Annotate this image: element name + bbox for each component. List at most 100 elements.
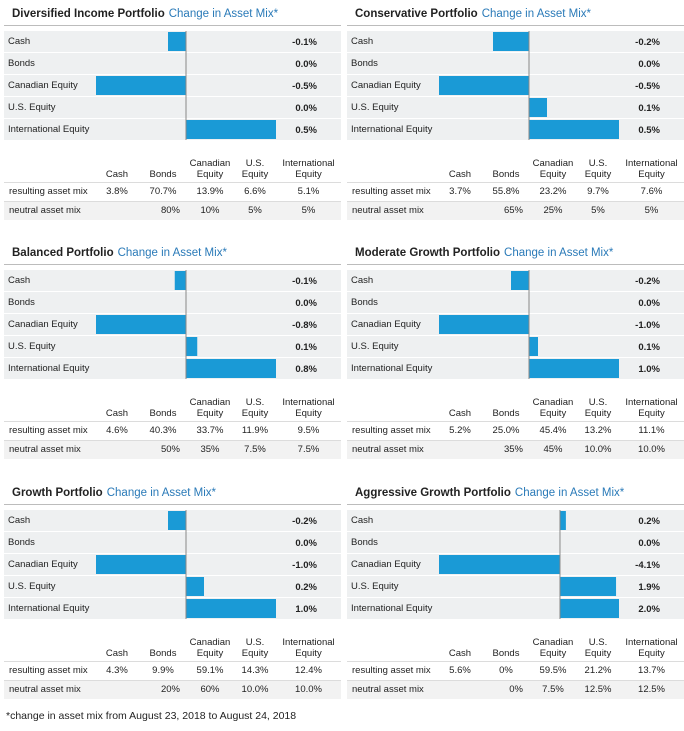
column-header: U.S. Equity — [584, 396, 612, 419]
table-cell: 13.2% — [577, 420, 619, 440]
bar-u-s-equity — [529, 337, 538, 356]
bar-canadian-equity — [439, 76, 529, 95]
table-cell: 12.5% — [577, 679, 619, 699]
chart-title: Moderate Growth Portfolio — [355, 247, 501, 259]
asset-mix-table: Cash Bonds Canadian Equity U.S. Equity Interna… — [4, 395, 341, 459]
category-label: Canadian Equity — [351, 319, 421, 330]
table-cell: 3.8% — [94, 181, 140, 201]
table-cell: 59.1% — [186, 660, 234, 680]
column-header: International Equity — [625, 396, 678, 419]
table-row: resulting asset mix 4.6% 40.3% 33.7% 11.9% 9.… — [4, 420, 341, 440]
bar-international-equity — [529, 120, 619, 139]
row-label: resulting asset mix — [4, 420, 94, 440]
chart-subtitle: Change in Asset Mix* — [106, 487, 217, 499]
category-row-bg — [4, 532, 341, 553]
value-label: -0.2% — [635, 276, 660, 287]
value-label: -0.1% — [292, 276, 317, 287]
table-cell: 9.5% — [276, 420, 341, 440]
category-label: International Equity — [8, 124, 90, 135]
bar-cash — [168, 511, 186, 530]
column-header: Cash — [105, 407, 129, 419]
value-label: 0.1% — [638, 103, 660, 114]
table-cell: 4.3% — [94, 660, 140, 680]
value-label: -1.0% — [635, 320, 660, 331]
category-label: Cash — [8, 275, 30, 286]
bar-chart: Cash -0.2% Bonds 0.0% Canadian Equity -1.0% U.… — [4, 510, 341, 619]
table-cell: 40.3% — [140, 420, 186, 440]
panel-aggressive-growth-portfolio: Aggressive Growth Portfolio Change in Ass… — [347, 483, 684, 704]
table-cell: 5% — [234, 200, 276, 220]
value-label: 0.0% — [295, 103, 317, 114]
panel-growth-portfolio: Growth Portfolio Change in Asset Mix* Cash… — [4, 483, 341, 704]
row-label: resulting asset mix — [4, 181, 94, 201]
column-header: Cash — [448, 407, 472, 419]
column-header: International Equity — [625, 636, 678, 659]
row-label: neutral asset mix — [4, 679, 94, 699]
footnote: *change in asset mix from August 23, 201… — [6, 710, 297, 722]
value-label: 0.0% — [295, 59, 317, 70]
value-label: -0.2% — [292, 516, 317, 527]
bar-chart: Cash -0.2% Bonds 0.0% Canadian Equity -0.5% U.… — [347, 31, 684, 140]
table-cell: 35% — [437, 439, 529, 459]
table-cell: 0% — [483, 660, 529, 680]
bar-international-equity — [529, 359, 619, 378]
column-header: Cash — [448, 168, 472, 180]
chart-title: Growth Portfolio — [12, 487, 103, 499]
column-header: Cash — [105, 647, 129, 659]
bar-canadian-equity — [439, 555, 560, 574]
value-label: 0.1% — [638, 342, 660, 353]
category-row-bg — [347, 292, 684, 313]
row-label: neutral asset mix — [347, 439, 437, 459]
bar-international-equity — [186, 359, 276, 378]
category-label: International Equity — [8, 603, 90, 614]
category-row-bg — [4, 336, 341, 357]
category-row-bg — [4, 53, 341, 74]
panel-title: Diversified Income Portfolio Change in As… — [4, 4, 341, 26]
category-row-bg — [4, 576, 341, 597]
category-label: Canadian Equity — [351, 80, 421, 91]
table-cell: 5% — [577, 200, 619, 220]
table-row: resulting asset mix 3.8% 70.7% 13.9% 6.6% 5.1… — [4, 181, 341, 201]
value-label: 0.1% — [295, 342, 317, 353]
bar-cash — [174, 271, 186, 290]
category-row-bg — [4, 292, 341, 313]
category-label: International Equity — [351, 124, 433, 135]
column-header — [4, 156, 94, 182]
panel-balanced-portfolio: Balanced Portfolio Change in Asset Mix* Ca… — [4, 243, 341, 464]
table-cell: 65% — [437, 200, 529, 220]
table-cell: 5% — [619, 200, 684, 220]
value-label: 0.5% — [638, 125, 660, 136]
column-header — [347, 395, 437, 421]
column-header: U.S. Equity — [241, 157, 269, 180]
table-cell: 5.6% — [437, 660, 483, 680]
asset-mix-table: Cash Bonds Canadian Equity U.S. Equity Interna… — [347, 395, 684, 459]
value-label: -0.1% — [292, 37, 317, 48]
row-label: resulting asset mix — [4, 660, 94, 680]
column-header: U.S. Equity — [241, 636, 269, 659]
panel-moderate-growth-portfolio: Moderate Growth Portfolio Change in Asset… — [347, 243, 684, 464]
table-cell: 11.1% — [619, 420, 684, 440]
table-cell: 7.5% — [276, 439, 341, 459]
panel-conservative-portfolio: Conservative Portfolio Change in Asset Mi… — [347, 4, 684, 225]
column-header: Bonds — [492, 407, 520, 419]
value-label: 1.9% — [638, 582, 660, 593]
table-cell: 60% — [186, 679, 234, 699]
value-label: 0.0% — [295, 538, 317, 549]
value-label: 1.0% — [638, 364, 660, 375]
table-cell: 10.0% — [619, 439, 684, 459]
category-label: U.S. Equity — [351, 102, 399, 113]
category-label: U.S. Equity — [8, 102, 56, 113]
column-header: Canadian Equity — [189, 157, 231, 180]
category-label: U.S. Equity — [8, 341, 56, 352]
table-row: resulting asset mix 5.6% 0% 59.5% 21.2% 13.7% — [347, 660, 684, 680]
category-label: Bonds — [8, 297, 35, 308]
column-header: International Equity — [282, 157, 335, 180]
value-label: 0.0% — [638, 298, 660, 309]
category-label: Canadian Equity — [8, 80, 78, 91]
category-label: Cash — [8, 515, 30, 526]
table-row: neutral asset mix 65% 25% 5% 5% — [347, 200, 684, 220]
category-row-bg — [4, 270, 341, 291]
bar-chart: Cash -0.1% Bonds 0.0% Canadian Equity -0.5% U.… — [4, 31, 341, 140]
table-cell: 7.6% — [619, 181, 684, 201]
table-cell: 10.0% — [276, 679, 341, 699]
